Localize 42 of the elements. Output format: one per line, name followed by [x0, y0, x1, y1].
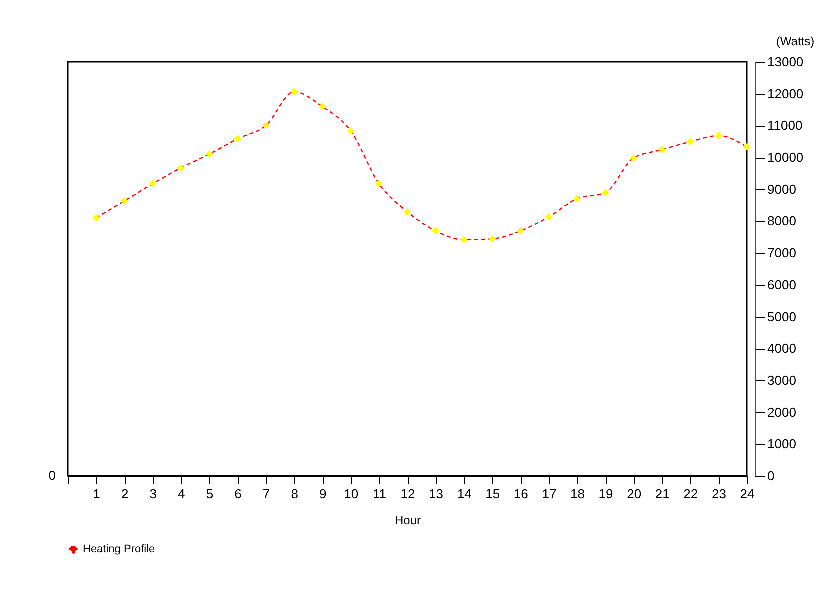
x-tick-label: 2	[121, 486, 129, 502]
y2-tick-label: 8000	[768, 214, 796, 229]
x-tick-label: 15	[486, 486, 500, 502]
y2-axis-title: (Watts)	[776, 34, 815, 48]
y2-tick-label: 2000	[768, 404, 796, 420]
x-tick-label: 5	[206, 486, 214, 502]
x-tick-label: 7	[262, 486, 270, 502]
x-tick-label: 24	[740, 486, 755, 502]
x-tick-label: 3	[150, 486, 157, 502]
x-tick-label: 6	[234, 486, 242, 502]
x-axis-title: Hour	[394, 514, 422, 528]
y2-tick-label: 1000	[768, 436, 796, 452]
y2-tick-label: 5000	[768, 309, 796, 324]
x-tick-label: 23	[712, 486, 726, 502]
x-tick-label: 14	[457, 486, 472, 502]
x-tick-label: 11	[372, 486, 386, 502]
x-tick-label: 9	[320, 486, 327, 502]
x-tick-label: 8	[291, 486, 298, 502]
x-tick-label: 1	[93, 486, 100, 502]
x-tick-label: 19	[598, 486, 614, 502]
y2-tick-label: 7000	[768, 246, 796, 261]
y2-tick-label: 4000	[768, 341, 796, 356]
x-tick-label: 21	[655, 486, 670, 502]
x-tick-label: 13	[429, 486, 444, 502]
y2-tick-label: 9000	[768, 182, 796, 197]
x-tick-label: 16	[514, 486, 528, 502]
x-tick-label: 17	[542, 486, 557, 502]
y2-tick-label: 3000	[768, 372, 796, 388]
y2-tick-label: 12000	[768, 86, 804, 102]
y2-tick-label: 6000	[768, 277, 796, 292]
text: 0	[48, 468, 56, 483]
y2-tick-label: 10000	[768, 150, 804, 166]
x-tick-label: 20	[627, 486, 642, 502]
x-tick-label: 10	[344, 486, 359, 502]
x-tick-label: 12	[400, 486, 416, 502]
y2-tick-label: 11000	[768, 118, 803, 134]
x-tick-label: 4	[178, 486, 186, 502]
x-tick-label: 22	[684, 486, 698, 502]
y2-tick-label: 0	[768, 468, 775, 484]
y2-tick-label: 13000	[768, 54, 804, 70]
x-tick-label: 18	[570, 486, 585, 502]
legend-label: Heating Profile	[83, 544, 156, 556]
